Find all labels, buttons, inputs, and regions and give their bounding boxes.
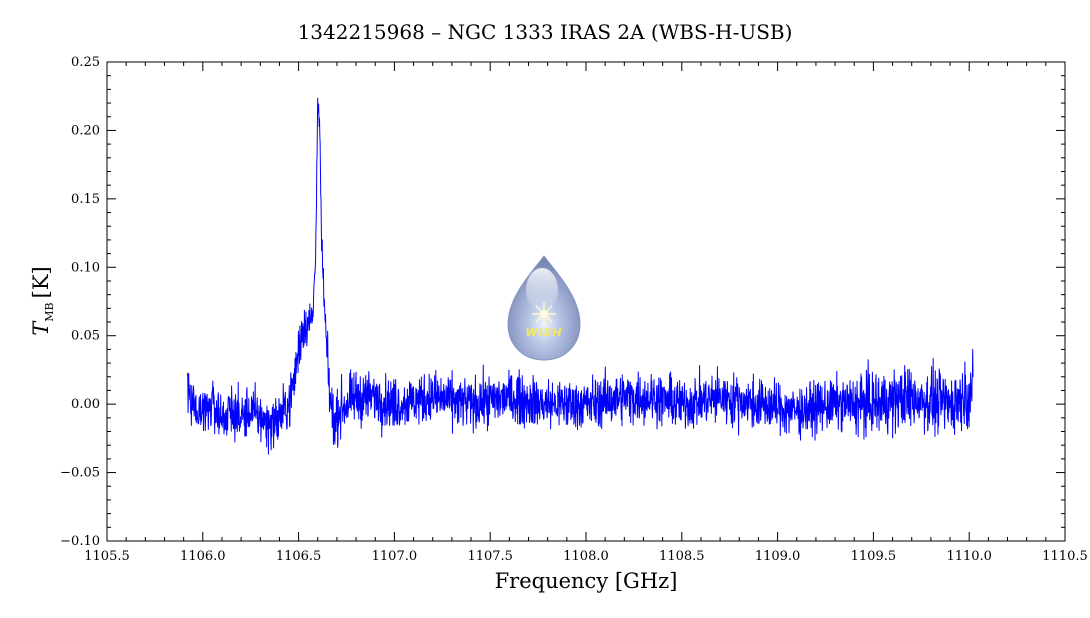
x-tick-labels: 1105.5 1106.0 1106.5 1107.0 1107.5 1108.0 1108… xyxy=(84,549,1088,564)
x-tick-label: 1108.0 xyxy=(563,549,609,564)
y-tick-label: 0.15 xyxy=(71,192,100,207)
logo-text: WISH xyxy=(525,326,562,339)
x-axis-title: Frequency [GHz] xyxy=(495,569,678,593)
y-tick-label: 0.25 xyxy=(71,55,100,70)
y-axis-title-sub: MB xyxy=(43,302,56,321)
y-axis-title-main: T xyxy=(29,320,53,336)
x-tick-label: 1107.0 xyxy=(372,549,418,564)
x-tick-label: 1110.0 xyxy=(946,549,992,564)
y-tick-label: 0.20 xyxy=(71,123,100,138)
y-tick-label: −0.10 xyxy=(60,534,100,549)
wish-logo: WISH xyxy=(507,255,581,361)
x-tick-label: 1110.5 xyxy=(1042,549,1088,564)
x-tick-label: 1105.5 xyxy=(84,549,130,564)
y-tick-label: −0.05 xyxy=(60,466,100,481)
y-tick-labels: −0.10 −0.05 0.00 0.05 0.10 0.15 0.20 0.25 xyxy=(60,55,100,549)
x-tick-label: 1108.5 xyxy=(659,549,705,564)
spectrum-series-line xyxy=(186,97,974,455)
y-tick-label: 0.05 xyxy=(71,329,100,344)
x-tick-label: 1106.5 xyxy=(276,549,322,564)
x-tick-label: 1107.5 xyxy=(467,549,513,564)
x-tick-label: 1109.5 xyxy=(851,549,897,564)
y-tick-label: 0.00 xyxy=(71,397,100,412)
y-tick-label: 0.10 xyxy=(71,260,100,275)
chart-title: 1342215968 – NGC 1333 IRAS 2A (WBS-H-USB… xyxy=(298,20,793,44)
x-tick-label: 1106.0 xyxy=(180,549,226,564)
svg-text:TMB[K]: TMB [K] xyxy=(29,266,56,335)
y-axis-title: TMB [K] xyxy=(29,266,56,335)
x-tick-label: 1109.0 xyxy=(755,549,801,564)
plot-frame xyxy=(106,61,1066,542)
y-axis-title-unit: [K] xyxy=(29,266,53,298)
axis-ticks xyxy=(106,61,1066,542)
